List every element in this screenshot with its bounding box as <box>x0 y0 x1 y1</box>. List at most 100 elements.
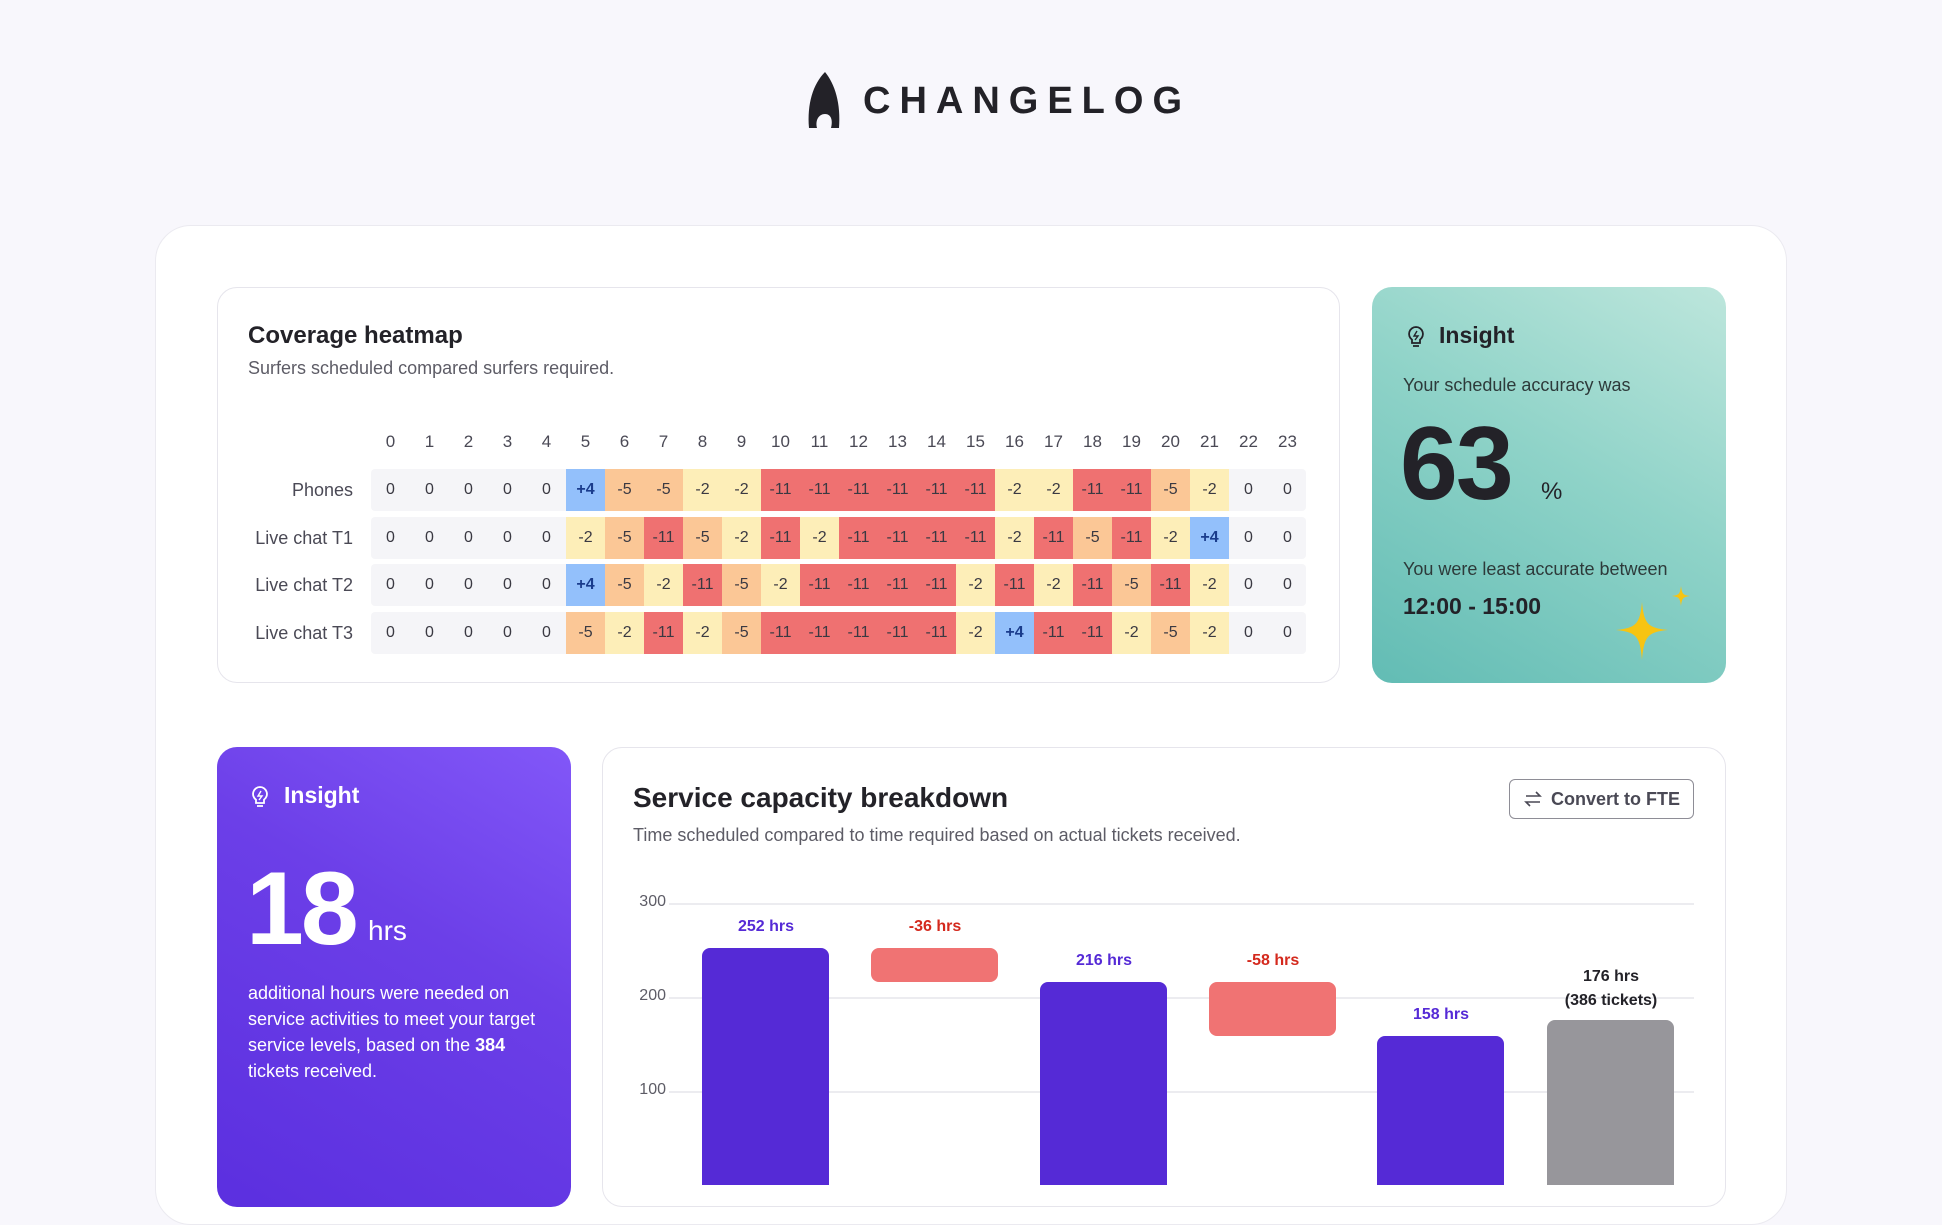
heatmap-cell: -2 <box>722 516 761 559</box>
heatmap-cell: -11 <box>1112 469 1151 511</box>
column-header: 6 <box>619 432 630 451</box>
accuracy-lead: Your schedule accuracy was <box>1403 375 1631 395</box>
hours-text-end: tickets received. <box>248 1061 378 1081</box>
heatmap-cell: -2 <box>683 469 722 511</box>
heatmap-cell: 0 <box>1244 528 1253 546</box>
heatmap-cell: -11 <box>761 469 800 511</box>
column-header: 19 <box>1122 432 1141 451</box>
heatmap-cell: 0 <box>1283 623 1292 641</box>
heatmap-cell: 0 <box>542 576 551 593</box>
heatmap-cell: -11 <box>1073 611 1112 654</box>
column-header: 7 <box>658 432 669 451</box>
heatmap-cell: 0 <box>542 623 551 641</box>
heatmap-cell: -11 <box>1034 611 1073 654</box>
lightbulb-icon <box>252 786 268 807</box>
bar-total <box>702 948 829 1185</box>
heatmap-cell: -2 <box>566 516 605 559</box>
heatmap-cell: -2 <box>761 564 800 606</box>
heatmap-cell: -2 <box>1190 469 1229 511</box>
column-header: 23 <box>1278 432 1297 451</box>
bar-value-label: 158 hrs <box>1412 1006 1470 1024</box>
tickets-count: 384 <box>475 1035 506 1055</box>
hours-text: additional hours were needed on service … <box>248 983 536 1055</box>
service-title: Service capacity breakdown <box>633 782 1009 813</box>
convert-to-fte-label: Convert to FTE <box>1551 788 1680 809</box>
bar-value-label: 216 hrs <box>1075 951 1133 969</box>
heatmap-cell: -11 <box>1073 469 1112 511</box>
heatmap-cell: 0 <box>503 481 512 498</box>
y-tick-label: 100 <box>639 1081 666 1098</box>
column-header: 9 <box>736 432 747 451</box>
heatmap-cell: -11 <box>1034 516 1073 559</box>
heatmap-cell: 0 <box>425 576 434 593</box>
bar-value-label: 252 hrs <box>737 918 795 936</box>
bar-total <box>1040 981 1167 1185</box>
column-header: 18 <box>1083 432 1102 451</box>
heatmap-cell: -2 <box>1112 611 1151 654</box>
bar-value-label: -58 hrs <box>1246 951 1300 969</box>
accuracy-value: 63 <box>1400 406 1514 522</box>
heatmap-cell: -11 <box>878 469 917 511</box>
heatmap-cell: -11 <box>839 564 878 606</box>
lightbulb-icon <box>1408 326 1424 347</box>
heatmap-cell: -11 <box>800 469 839 511</box>
logo-icon <box>808 72 840 128</box>
heatmap-cell: -2 <box>644 564 683 606</box>
column-header: 2 <box>463 432 474 451</box>
heatmap-cell: 0 <box>386 623 395 641</box>
heatmap-cell: 0 <box>425 528 434 546</box>
heatmap-cell: 0 <box>1283 481 1292 498</box>
heatmap-cell: +4 <box>995 611 1034 654</box>
heatmap-cell: -11 <box>917 516 956 559</box>
heatmap-cell: 0 <box>1244 623 1253 641</box>
heatmap-cell: 0 <box>464 528 473 546</box>
hours-value: 18 <box>246 851 359 967</box>
heatmap-cell: -2 <box>605 611 644 654</box>
heatmap-cell: 0 <box>542 528 551 546</box>
heatmap-cell: -5 <box>644 469 683 511</box>
accuracy-insight-title: Insight <box>1439 322 1515 348</box>
heatmap-cell: -11 <box>800 611 839 654</box>
heatmap-cell: +4 <box>1190 516 1229 559</box>
heatmap-cell: +4 <box>566 564 605 606</box>
least-accurate-label: You were least accurate between <box>1403 559 1668 579</box>
heatmap-cell: -2 <box>956 611 995 654</box>
heatmap-cell: 0 <box>1244 576 1253 593</box>
gridline <box>669 1091 1694 1093</box>
convert-to-fte-button[interactable]: Convert to FTE <box>1509 779 1694 819</box>
heatmap-cell: -2 <box>1034 469 1073 511</box>
heatmap-cell: 0 <box>386 528 395 546</box>
heatmap-cell: +4 <box>566 469 605 511</box>
swap-arrows-icon <box>1524 791 1542 807</box>
bar-total <box>1377 1036 1504 1185</box>
heatmap-cell: -11 <box>1151 564 1190 606</box>
column-header: 13 <box>888 432 907 451</box>
column-header: 0 <box>385 432 396 451</box>
heatmap-cell: 0 <box>1283 528 1292 546</box>
sparkle-icon <box>1616 586 1690 660</box>
heatmap-cell: -5 <box>605 469 644 511</box>
heatmap-cell: 0 <box>503 528 512 546</box>
heatmap-cell: -11 <box>878 564 917 606</box>
heatmap-cell: -11 <box>956 469 995 511</box>
row-label: Phones <box>291 480 353 500</box>
gridline <box>669 997 1694 999</box>
column-header: 16 <box>1005 432 1024 451</box>
heatmap-cell: 0 <box>464 623 473 641</box>
column-header: 22 <box>1239 432 1258 451</box>
heatmap-cell: -2 <box>995 469 1034 511</box>
heatmap-cell: 0 <box>386 576 395 593</box>
heatmap-cell: -5 <box>1151 469 1190 511</box>
heatmap-cell: -11 <box>644 516 683 559</box>
heatmap-cell: -11 <box>995 564 1034 606</box>
heatmap-cell: 0 <box>1283 576 1292 593</box>
heatmap-cell: -11 <box>683 564 722 606</box>
heatmap-cell: -11 <box>1112 516 1151 559</box>
column-header: 11 <box>810 432 829 451</box>
row-label: Live chat T1 <box>255 527 353 548</box>
heatmap-cell: -11 <box>839 611 878 654</box>
heatmap-cell: 0 <box>425 481 434 498</box>
y-tick-label: 200 <box>639 987 666 1004</box>
heatmap-cell: -11 <box>1073 564 1112 606</box>
heatmap-cell: 0 <box>503 576 512 593</box>
